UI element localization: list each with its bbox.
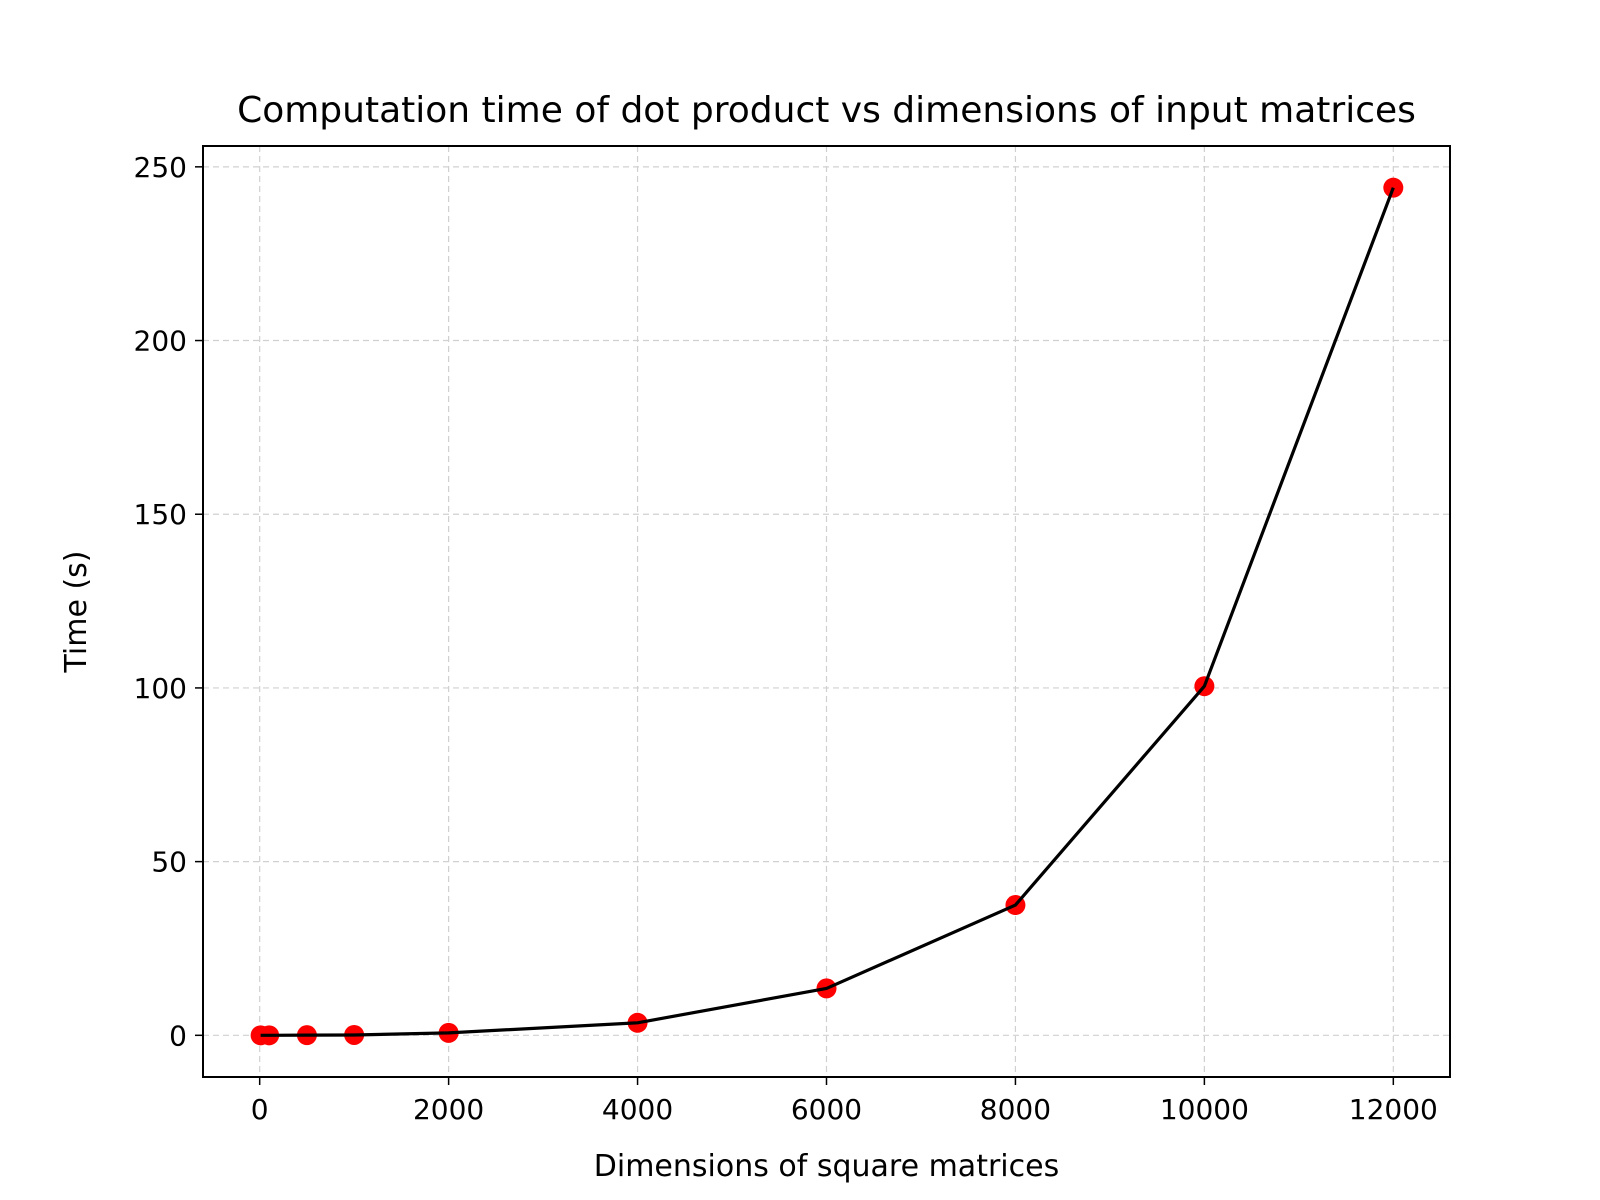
axis-ticks: 0 2000 4000 6000 8000 10000 12000 0 50 100 150 200 2… (134, 151, 1438, 1126)
x-tick-label: 8000 (980, 1093, 1051, 1126)
plot-frame (202, 145, 1451, 1078)
chart-title: Computation time of dot product vs dimen… (237, 90, 1416, 131)
y-tick-label: 150 (134, 498, 187, 531)
y-tick-label: 0 (169, 1019, 187, 1052)
grid (203, 146, 1450, 1077)
y-axis-label: Time (s) (59, 551, 94, 674)
y-tick-label: 200 (134, 325, 187, 358)
x-tick-label: 4000 (602, 1093, 673, 1126)
x-tick-label: 10000 (1160, 1093, 1249, 1126)
x-axis-label: Dimensions of square matrices (594, 1149, 1059, 1184)
x-tick-label: 0 (251, 1093, 269, 1126)
series (250, 177, 1404, 1046)
y-tick-label: 50 (151, 846, 187, 879)
x-tick-label: 12000 (1349, 1093, 1438, 1126)
series-line (260, 187, 1395, 1037)
y-tick-label: 250 (134, 151, 187, 184)
y-tick-label: 100 (134, 672, 187, 705)
x-tick-label: 2000 (413, 1093, 484, 1126)
x-tick-label: 6000 (791, 1093, 862, 1126)
data-point (1383, 177, 1404, 198)
